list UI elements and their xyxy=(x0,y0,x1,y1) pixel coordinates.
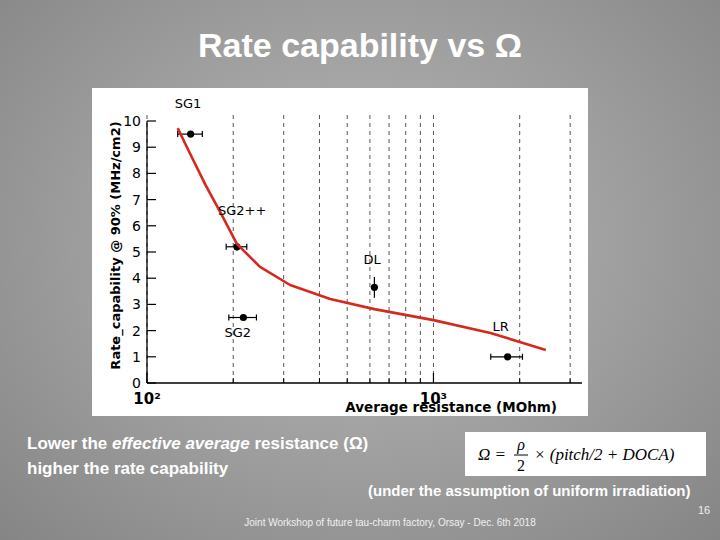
y-tick-label: 3 xyxy=(132,296,141,312)
grid-line xyxy=(147,115,148,383)
minor-tick xyxy=(389,378,390,383)
y-tick xyxy=(147,173,156,174)
error-cap xyxy=(228,315,229,321)
x-error-bar xyxy=(491,354,523,360)
y-tick xyxy=(147,147,156,148)
error-cap xyxy=(226,244,227,250)
x-axis xyxy=(147,382,582,383)
x-tick-label: 10² xyxy=(133,390,160,408)
error-cap xyxy=(202,131,203,137)
slide: Rate capability vs Ω10²10³012345678910Av… xyxy=(0,0,720,540)
y-tick xyxy=(147,225,156,226)
minor-tick xyxy=(570,378,571,383)
formula-numerator: ρ xyxy=(516,436,525,454)
fraction-bar xyxy=(514,455,528,456)
note-part: resistance (Ω) xyxy=(250,434,369,453)
formula-box xyxy=(465,432,706,476)
note-part: effective average xyxy=(112,434,250,453)
minor-grid-line xyxy=(283,115,284,383)
minor-tick xyxy=(519,378,520,383)
error-cap xyxy=(256,315,257,321)
minor-grid-line xyxy=(570,115,571,383)
y-axis-label: Rate_capability @ 90% (MHz/cm2) xyxy=(108,121,124,369)
data-point xyxy=(187,131,194,138)
minor-tick xyxy=(233,378,234,383)
y-tick xyxy=(147,120,156,121)
point-label: DL xyxy=(363,252,381,267)
x-error-bar xyxy=(229,315,257,321)
data-point xyxy=(240,314,247,321)
minor-tick xyxy=(283,378,284,383)
error-cap xyxy=(490,354,491,360)
point-label: SG1 xyxy=(175,96,202,111)
minor-tick xyxy=(405,378,406,383)
y-tick xyxy=(147,278,156,279)
y-tick-label: 0 xyxy=(132,375,141,391)
error-cap xyxy=(177,131,178,137)
formula-rhs: × (pitch/2 + DOCA) xyxy=(534,445,675,464)
y-tick xyxy=(147,304,156,305)
grid-line xyxy=(433,115,434,383)
data-point xyxy=(504,353,511,360)
minor-grid-line xyxy=(369,115,370,383)
error-cap xyxy=(522,354,523,360)
point-label: SG2++ xyxy=(218,203,266,218)
error-cap xyxy=(246,244,247,250)
minor-grid-line xyxy=(347,115,348,383)
y-axis xyxy=(146,121,147,383)
minor-grid-line xyxy=(405,115,406,383)
minor-grid-line xyxy=(389,115,390,383)
note-part: Lower the xyxy=(27,434,112,453)
minor-tick xyxy=(319,378,320,383)
point-label: SG2 xyxy=(224,325,251,340)
y-tick-label: 8 xyxy=(132,165,141,181)
plot-panel xyxy=(92,88,588,416)
y-tick-label: 9 xyxy=(132,139,141,155)
minor-tick xyxy=(369,378,370,383)
title: Rate capability vs Ω xyxy=(198,26,522,64)
point-label: LR xyxy=(493,319,509,334)
y-tick-label: 1 xyxy=(132,349,141,365)
assumption: (under the assumption of uniform irradia… xyxy=(368,482,691,499)
minor-tick xyxy=(347,378,348,383)
y-tick xyxy=(147,356,156,357)
y-tick xyxy=(147,251,156,252)
x-axis-label: Average resistance (MOhm) xyxy=(345,399,557,415)
y-tick-label: 6 xyxy=(132,218,141,234)
page-number: 16 xyxy=(698,504,710,516)
note-line: Lower the effective average resistance (… xyxy=(27,434,368,453)
y-tick-label: 2 xyxy=(132,323,141,339)
minor-grid-line xyxy=(233,115,234,383)
y-tick-label: 5 xyxy=(132,244,141,260)
formula-denominator: 2 xyxy=(517,457,525,474)
minor-grid-line xyxy=(319,115,320,383)
data-point xyxy=(371,284,378,291)
y-tick-label: 7 xyxy=(132,192,141,208)
series-group xyxy=(178,128,546,360)
footer: Joint Workshop of future tau-charm facto… xyxy=(244,517,536,528)
y-tick-label: 10 xyxy=(123,113,141,129)
y-tick xyxy=(147,199,156,200)
x-tick xyxy=(433,373,434,383)
y-tick xyxy=(147,330,156,331)
minor-tick xyxy=(420,378,421,383)
y-tick-label: 4 xyxy=(132,270,141,286)
formula-lhs: Ω = xyxy=(478,445,506,464)
note-line: higher the rate capability xyxy=(27,459,229,478)
minor-grid-line xyxy=(420,115,421,383)
fit-curve xyxy=(178,128,546,350)
